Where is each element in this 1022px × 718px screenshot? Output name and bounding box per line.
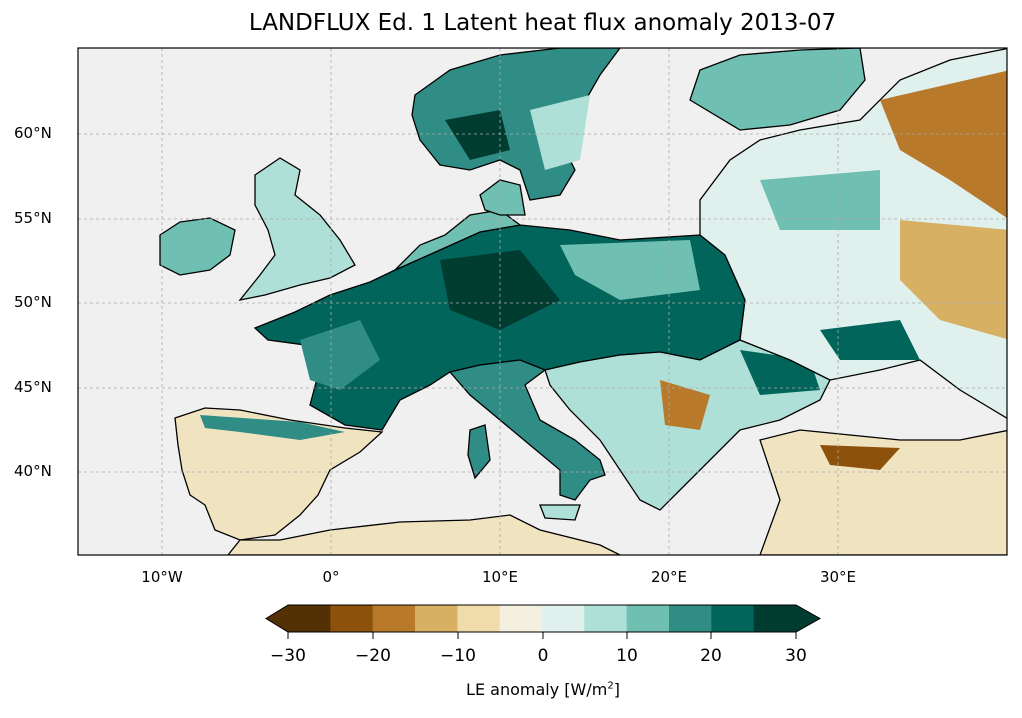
land-italy	[448, 359, 606, 501]
colorbar-tick-label: 0	[537, 646, 549, 666]
colorbar-extend-high	[796, 605, 820, 632]
land-masses	[159, 48, 1007, 555]
colorbar-tick-label: −20	[355, 646, 391, 666]
colorbar-segment	[457, 605, 501, 632]
colorbar-tick-label: 10	[616, 646, 638, 666]
land-ireland	[159, 217, 236, 276]
axes-frame	[77, 47, 1008, 556]
land-north-africa	[227, 514, 621, 555]
lat-tick: 50°N	[14, 293, 52, 311]
colorbar-segment	[415, 605, 458, 632]
lat-tick: 40°N	[14, 462, 52, 480]
colorbar-label-end: ]	[613, 680, 620, 699]
land-turkey	[759, 429, 1007, 555]
colorbar-tick-label: 30	[785, 646, 807, 666]
colorbar-segment	[372, 605, 416, 632]
colorbar-tick-label: 20	[700, 646, 722, 666]
colorbar-tick-label: −30	[270, 646, 306, 666]
lon-tick: 10°W	[141, 568, 183, 586]
land-finland	[689, 48, 866, 131]
lat-tick: 60°N	[14, 124, 52, 142]
colorbar-segment	[288, 605, 331, 632]
land-iberia	[174, 407, 384, 541]
colorbar-label-sup: 2	[607, 680, 614, 692]
chart-title: LANDFLUX Ed. 1 Latent heat flux anomaly …	[248, 10, 837, 36]
land-uk	[238, 157, 356, 301]
colorbar-segment	[626, 605, 670, 632]
colorbar-label-text: LE anomaly [W/m	[466, 680, 608, 699]
lon-tick: 0°	[322, 568, 340, 586]
colorbar-segment	[584, 605, 628, 632]
colorbar-segment	[753, 605, 797, 632]
lon-tick: 10°E	[481, 568, 519, 586]
colorbar-extend-low	[266, 605, 288, 632]
colorbar-label: LE anomaly [W/m2]	[0, 680, 1022, 699]
gridlines	[78, 48, 1007, 555]
lat-tick: 45°N	[14, 378, 52, 396]
colorbar-segment	[499, 605, 543, 632]
colorbar-segment	[542, 605, 585, 632]
colorbar-segment	[711, 605, 755, 632]
colorbar-segment	[669, 605, 712, 632]
colorbar-segment	[330, 605, 374, 632]
colorbar-tick-label: −10	[440, 646, 476, 666]
lon-tick: 30°E	[819, 568, 857, 586]
colorbar	[265, 604, 822, 633]
lon-tick: 20°E	[650, 568, 688, 586]
lat-tick: 55°N	[14, 209, 52, 227]
colorbar-ticks	[287, 632, 797, 639]
